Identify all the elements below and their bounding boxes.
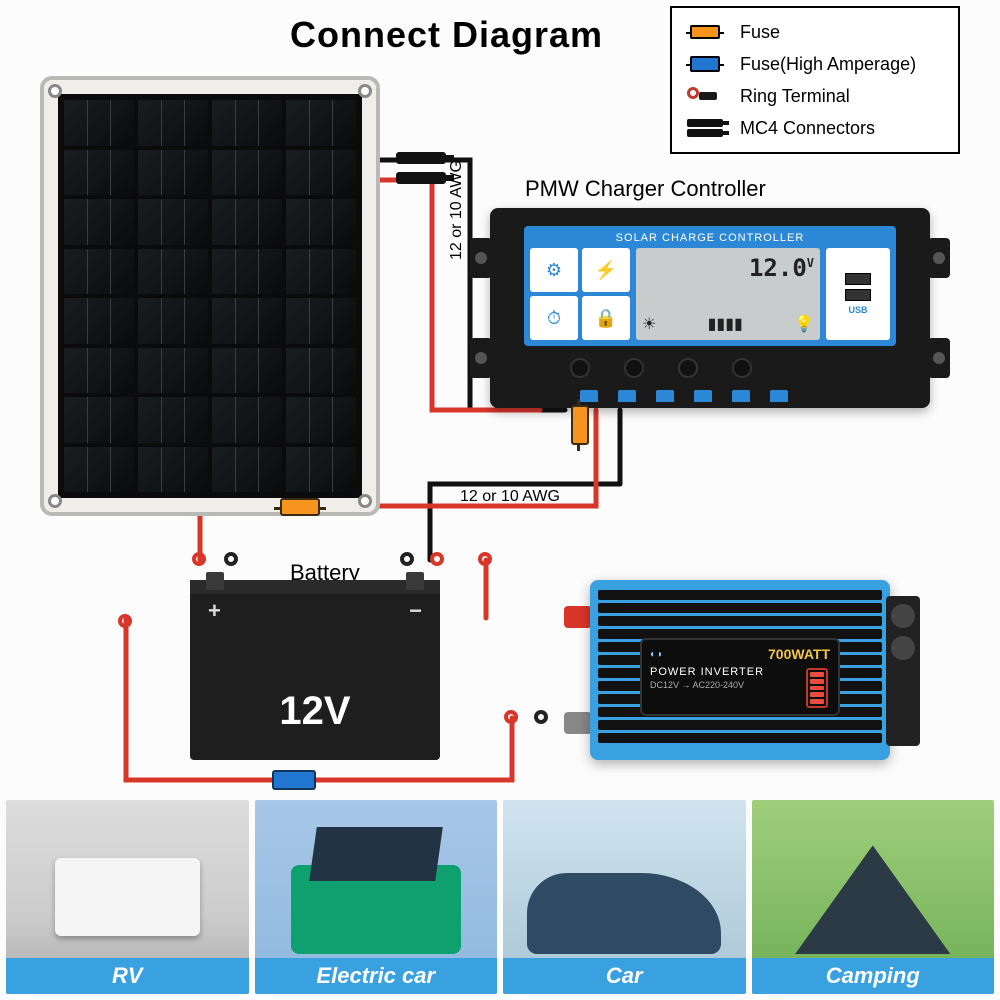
battery-plus: +	[208, 598, 221, 624]
charge-controller: SOLAR CHARGE CONTROLLER ⚙⚡⏱🔒 12.0V ☀▮▮▮▮…	[490, 208, 930, 408]
awg-label-horizontal: 12 or 10 AWG	[460, 488, 560, 506]
awg-label-vertical: 12 or 10 AWG	[448, 160, 466, 260]
solar-panel	[40, 76, 380, 516]
gallery-caption: Car	[503, 958, 746, 994]
inverter-post-red	[564, 606, 592, 628]
fuse-inline	[280, 498, 320, 516]
controller-mode-icons: ⚙⚡⏱🔒	[530, 248, 630, 340]
battery-minus: −	[409, 598, 422, 624]
mc4-connector	[396, 172, 446, 184]
fuse-icon	[682, 25, 728, 39]
ring-terminal	[430, 552, 444, 566]
inverter-watt: 700WATT	[768, 646, 830, 662]
ring-terminal	[224, 552, 238, 566]
inverter-name: POWER INVERTER	[650, 666, 830, 678]
lcd-value: 12.0	[749, 254, 807, 282]
gallery-caption: Camping	[752, 958, 995, 994]
legend-label: Fuse	[740, 22, 780, 43]
gallery-caption: RV	[6, 958, 249, 994]
fuse-inline	[571, 405, 589, 445]
battery-voltage: 12V	[190, 689, 440, 734]
legend-row-fuse-high: Fuse(High Amperage)	[682, 48, 948, 80]
legend-label: MC4 Connectors	[740, 118, 875, 139]
inverter-display: ◐◑ 700WATT POWER INVERTER DC12V → AC220-…	[640, 638, 840, 716]
use-case-gallery: RVElectric carCarCamping	[0, 800, 1000, 1000]
gallery-card: Car	[503, 800, 746, 994]
inverter-output-side	[886, 596, 920, 746]
inverter-post-black	[564, 712, 592, 734]
power-inverter: ◐◑ 700WATT POWER INVERTER DC12V → AC220-…	[560, 570, 920, 770]
mc4-icon	[682, 119, 728, 137]
controller-header: SOLAR CHARGE CONTROLLER	[530, 232, 890, 244]
battery: + − 12V	[190, 590, 440, 760]
mc4-connector	[396, 152, 446, 164]
legend: Fuse Fuse(High Amperage) Ring Terminal M…	[670, 6, 960, 154]
gallery-card: RV	[6, 800, 249, 994]
legend-row-mc4: MC4 Connectors	[682, 112, 948, 144]
controller-label: PMW Charger Controller	[525, 176, 766, 202]
inverter-spec: DC12V → AC220-240V	[650, 680, 830, 690]
diagram-title: Connect Diagram	[290, 14, 603, 56]
gallery-card: Camping	[752, 800, 995, 994]
controller-lcd: 12.0V ☀▮▮▮▮💡	[636, 248, 820, 340]
gallery-card: Electric car	[255, 800, 498, 994]
usb-label: USB	[848, 305, 867, 315]
fuse-high-icon	[682, 56, 728, 72]
fuse-high-inline	[272, 770, 316, 790]
controller-usb: USB	[826, 248, 890, 340]
inverter-level-icon	[806, 668, 828, 708]
legend-row-ring: Ring Terminal	[682, 80, 948, 112]
ring-terminal-icon	[682, 91, 728, 101]
gallery-caption: Electric car	[255, 958, 498, 994]
ring-terminal	[118, 614, 132, 628]
ring-terminal	[534, 710, 548, 724]
legend-row-fuse: Fuse	[682, 16, 948, 48]
legend-label: Fuse(High Amperage)	[740, 54, 916, 75]
ring-terminal	[504, 710, 518, 724]
ring-terminal	[400, 552, 414, 566]
lcd-unit: V	[807, 256, 814, 270]
legend-label: Ring Terminal	[740, 86, 850, 107]
ring-terminal	[478, 552, 492, 566]
ring-terminal	[192, 552, 206, 566]
